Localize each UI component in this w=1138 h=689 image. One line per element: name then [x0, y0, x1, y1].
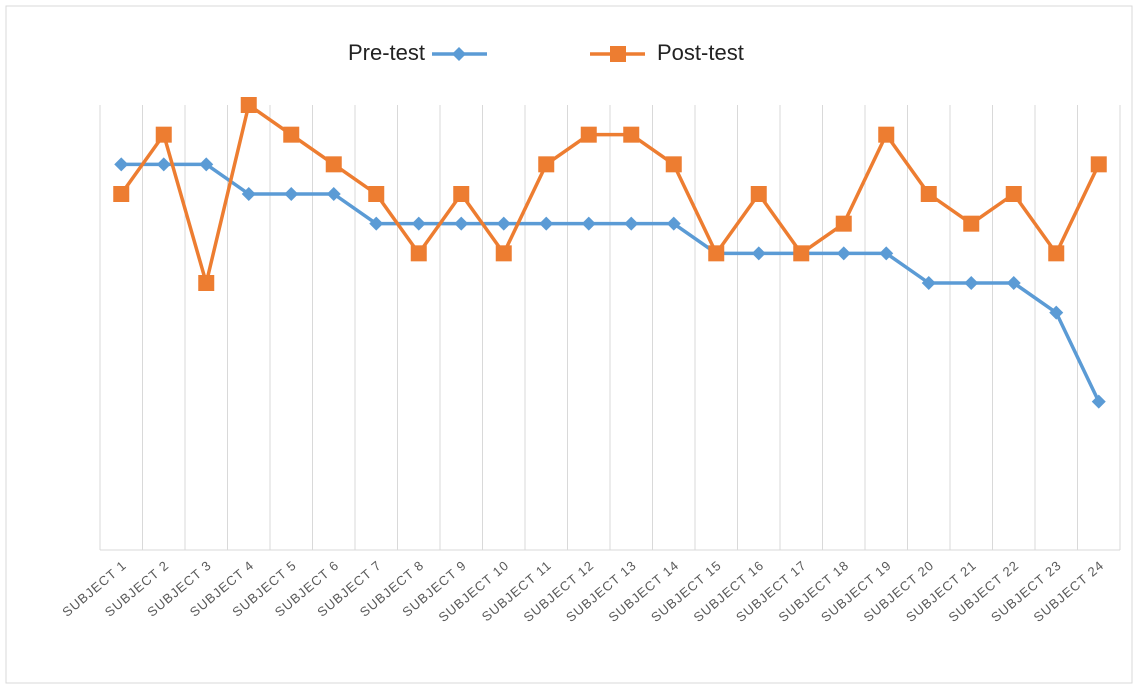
data-point — [453, 186, 470, 202]
data-point — [836, 246, 851, 261]
data-point — [708, 245, 725, 262]
data-point — [921, 276, 936, 290]
data-point — [496, 216, 511, 231]
data-point — [454, 216, 469, 231]
data-point — [156, 157, 171, 172]
legend-label: Pre-test — [348, 40, 425, 65]
data-point — [793, 245, 810, 262]
data-point — [751, 246, 766, 261]
data-point — [155, 126, 172, 143]
data-point — [199, 157, 214, 172]
data-point — [920, 186, 937, 202]
legend-label: Post-test — [657, 40, 744, 65]
data-point — [1090, 156, 1107, 173]
data-point — [369, 216, 384, 231]
data-point — [114, 157, 129, 172]
data-point — [411, 216, 426, 231]
legend-marker — [452, 47, 466, 61]
data-point — [240, 97, 257, 113]
data-point — [624, 216, 639, 231]
data-point — [878, 126, 895, 143]
data-point — [964, 276, 979, 290]
data-point — [539, 216, 554, 231]
chart-frame — [5, 5, 1133, 684]
data-point — [325, 156, 342, 173]
data-point — [1091, 394, 1106, 409]
data-point — [241, 187, 256, 201]
data-point — [326, 187, 341, 201]
data-point — [750, 186, 767, 202]
data-point — [410, 245, 427, 262]
data-point — [1049, 305, 1064, 320]
data-point — [283, 126, 300, 143]
data-point — [879, 246, 894, 261]
data-point — [284, 187, 299, 201]
data-point — [963, 215, 980, 232]
data-point — [623, 126, 640, 143]
series-line — [121, 162, 1101, 403]
data-point — [581, 216, 596, 231]
data-point — [538, 156, 555, 173]
data-point — [368, 186, 385, 202]
data-point — [1005, 186, 1022, 202]
data-point — [835, 215, 852, 232]
data-point — [1048, 245, 1065, 262]
data-point — [1006, 276, 1021, 290]
data-point — [495, 245, 512, 262]
data-point — [580, 126, 597, 143]
data-point — [666, 216, 681, 231]
data-point — [665, 156, 682, 173]
data-point — [198, 275, 215, 291]
data-point — [113, 186, 130, 202]
legend-marker — [610, 46, 626, 62]
